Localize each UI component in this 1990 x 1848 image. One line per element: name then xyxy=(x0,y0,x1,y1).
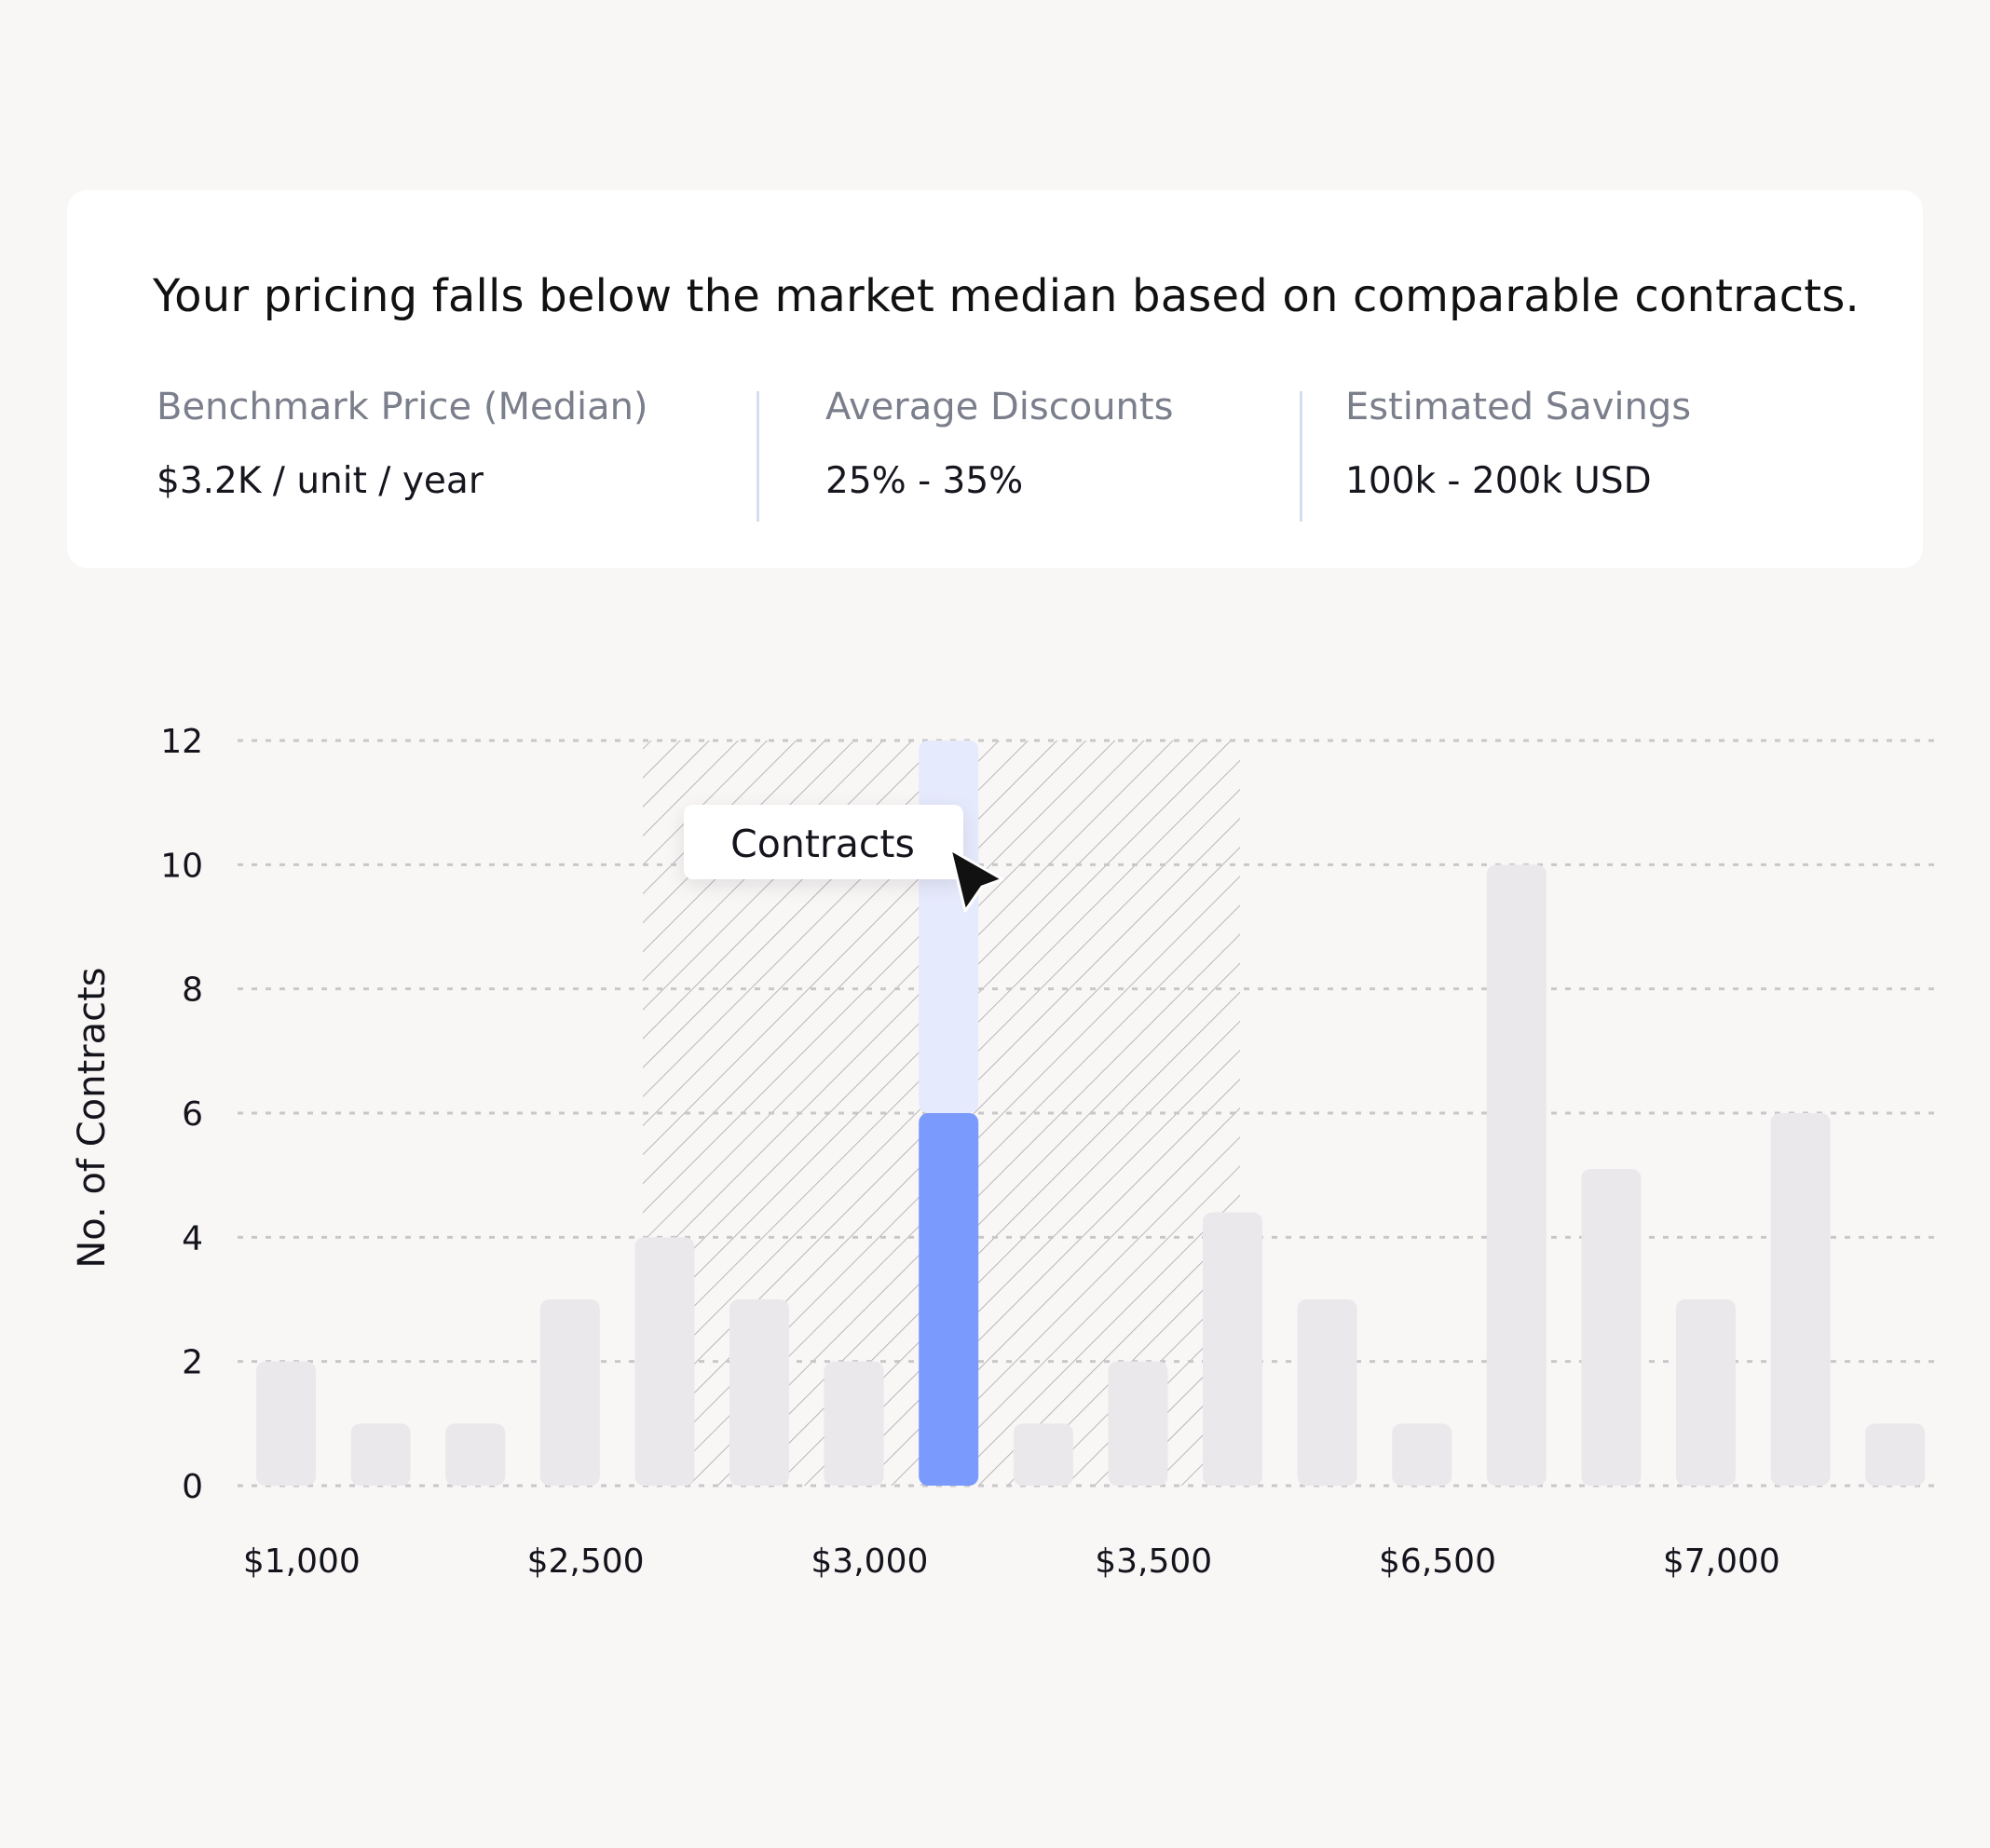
bar[interactable] xyxy=(256,1361,316,1486)
bar[interactable] xyxy=(634,1237,695,1486)
bar[interactable] xyxy=(1297,1299,1357,1486)
bar[interactable] xyxy=(445,1423,506,1486)
y-tick-label: 0 xyxy=(182,1468,203,1506)
stat-value: 25% - 35% xyxy=(825,460,1024,502)
y-tick-label: 10 xyxy=(160,847,203,885)
bar[interactable] xyxy=(1865,1423,1926,1486)
stat-label: Estimated Savings xyxy=(1345,386,1692,428)
y-tick-label: 8 xyxy=(182,972,203,1010)
x-tick-label: $3,500 xyxy=(1095,1542,1212,1581)
tooltip-box xyxy=(684,805,963,879)
stat-average-discounts: Average Discounts 25% - 35% xyxy=(825,386,1173,502)
bar[interactable] xyxy=(1203,1212,1262,1486)
bar[interactable] xyxy=(539,1299,600,1486)
summary-card: Your pricing falls below the market medi… xyxy=(67,190,1923,568)
x-tick-label: $7,000 xyxy=(1663,1542,1780,1581)
bar[interactable] xyxy=(350,1423,411,1486)
bar[interactable] xyxy=(1770,1113,1831,1486)
bar[interactable] xyxy=(1108,1361,1168,1486)
y-tick-label: 6 xyxy=(182,1095,203,1134)
y-tick-label: 12 xyxy=(160,723,203,761)
bar[interactable] xyxy=(1392,1423,1452,1486)
bar[interactable] xyxy=(1013,1423,1073,1486)
bar[interactable] xyxy=(729,1299,789,1486)
y-tick-label: 2 xyxy=(182,1344,203,1382)
y-axis-title: No. of Contracts xyxy=(71,967,114,1268)
tooltip: Contracts xyxy=(684,805,963,879)
stat-value: 100k - 200k USD xyxy=(1345,460,1652,502)
highlight-range-bar xyxy=(919,741,979,1113)
x-tick-label: $1,000 xyxy=(243,1542,361,1581)
stat-label: Average Discounts xyxy=(825,386,1174,428)
y-tick-label: 4 xyxy=(182,1219,203,1257)
stat-divider xyxy=(756,391,759,522)
x-tick-label: $2,500 xyxy=(527,1542,645,1581)
cursor-icon xyxy=(948,848,1004,913)
summary-headline: Your pricing falls below the market medi… xyxy=(153,270,1860,322)
stat-benchmark-price: Benchmark Price (Median) $3.2K / unit / … xyxy=(157,386,648,502)
stat-divider xyxy=(1300,391,1302,522)
bar[interactable] xyxy=(1486,864,1547,1486)
bar[interactable] xyxy=(1581,1169,1642,1486)
bar-highlighted[interactable] xyxy=(919,1113,979,1486)
tooltip-label: Contracts xyxy=(730,822,915,866)
stat-label: Benchmark Price (Median) xyxy=(157,386,648,428)
x-tick-label: $3,000 xyxy=(811,1542,928,1581)
bar[interactable] xyxy=(824,1361,884,1486)
bar[interactable] xyxy=(1676,1299,1736,1486)
stat-value: $3.2K / unit / year xyxy=(157,460,484,502)
x-tick-label: $6,500 xyxy=(1379,1542,1496,1581)
stat-estimated-savings: Estimated Savings 100k - 200k USD xyxy=(1345,386,1691,502)
